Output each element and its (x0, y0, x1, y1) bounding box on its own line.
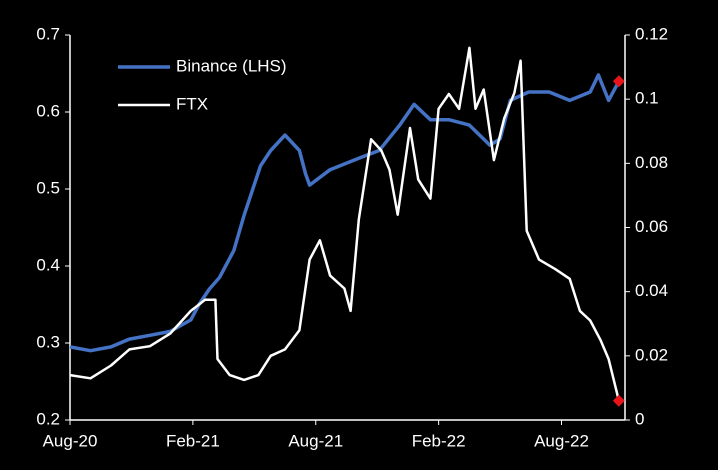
legend-label: FTX (176, 94, 208, 113)
y-tick-label: 0.7 (36, 24, 60, 43)
y2-tick-label: 0.08 (635, 153, 668, 172)
y2-tick-label: 0 (635, 409, 644, 428)
x-tick-label: Aug-21 (288, 431, 343, 450)
series-line (69, 73, 621, 353)
y-tick-label: 0.4 (36, 255, 60, 274)
y-tick-label: 0.6 (36, 101, 60, 120)
y2-tick-label: 0.12 (635, 24, 668, 43)
x-tick-label: Feb-22 (412, 431, 466, 450)
y2-tick-label: 0.06 (635, 217, 668, 236)
x-tick-label: Aug-22 (534, 431, 589, 450)
x-tick-label: Feb-21 (166, 431, 220, 450)
y2-tick-label: 0.04 (635, 281, 668, 300)
x-tick-label: Aug-20 (43, 431, 98, 450)
y-tick-label: 0.2 (36, 409, 60, 428)
end-marker (612, 75, 625, 88)
series-line (69, 46, 621, 402)
legend-label: Binance (LHS) (176, 56, 287, 75)
y2-tick-label: 0.02 (635, 345, 668, 364)
y2-tick-label: 0.1 (635, 89, 659, 108)
y-tick-label: 0.5 (36, 178, 60, 197)
y-tick-label: 0.3 (36, 332, 60, 351)
end-marker (612, 394, 625, 407)
